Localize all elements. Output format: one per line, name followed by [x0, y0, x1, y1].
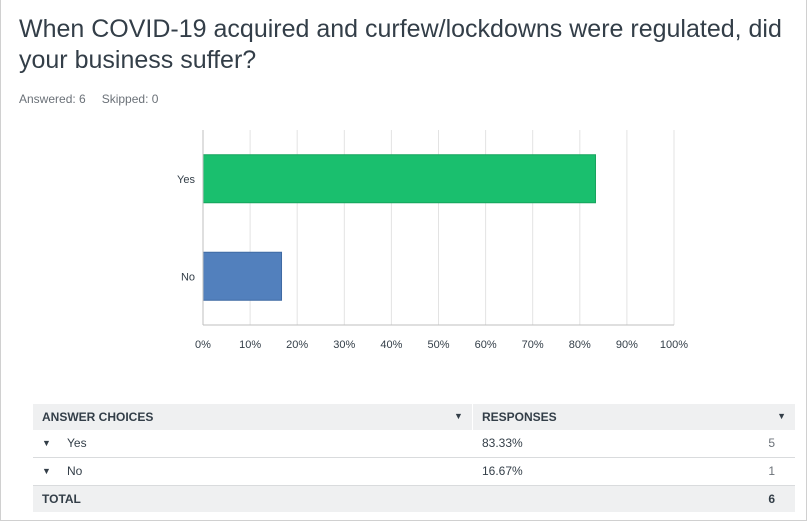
- y-category-label: No: [181, 271, 195, 283]
- sort-caret-down-icon[interactable]: ▼: [777, 411, 786, 421]
- x-tick-label: 80%: [569, 339, 591, 351]
- skipped-count: Skipped: 0: [101, 92, 159, 106]
- x-tick-label: 70%: [522, 339, 544, 351]
- header-answer-choices[interactable]: ANSWER CHOICES: [42, 410, 154, 424]
- table-header: ANSWER CHOICES ▼ RESPONSES ▼: [33, 404, 795, 430]
- table-row: ▼ Yes 83.33% 5: [33, 430, 795, 458]
- response-summary: Answered: 6 Skipped: 0: [19, 92, 158, 106]
- expand-caret-down-icon[interactable]: ▼: [42, 438, 51, 448]
- x-tick-label: 50%: [427, 339, 449, 351]
- x-tick-label: 100%: [660, 339, 688, 351]
- answered-count: Answered: 6: [19, 92, 86, 106]
- x-tick-label: 60%: [475, 339, 497, 351]
- x-tick-label: 40%: [380, 339, 402, 351]
- y-category-label: Yes: [177, 174, 195, 186]
- total-value: 6: [768, 492, 775, 506]
- x-tick-label: 20%: [286, 339, 308, 351]
- expand-caret-down-icon[interactable]: ▼: [42, 466, 51, 476]
- chart-bars: [202, 154, 596, 301]
- x-tick-label: 30%: [333, 339, 355, 351]
- sort-caret-down-icon[interactable]: ▼: [454, 411, 463, 421]
- answer-choice-label: No: [67, 464, 83, 478]
- response-count: 5: [768, 436, 775, 450]
- x-tick-label: 0%: [195, 339, 211, 351]
- bar-chart: 0% 10% 20% 30% 40% 50% 60% 70% 80% 90% 100% Yes No: [177, 130, 688, 351]
- response-count: 1: [768, 464, 775, 478]
- x-tick-label: 90%: [616, 339, 638, 351]
- response-percent: 83.33%: [482, 436, 523, 450]
- question-title: When COVID-19 acquired and curfew/lockdo…: [19, 15, 782, 74]
- header-responses[interactable]: RESPONSES: [482, 410, 557, 424]
- x-tick-label: 10%: [239, 339, 261, 351]
- answer-choice-label: Yes: [67, 436, 87, 450]
- table-total-row: TOTAL 6: [33, 486, 795, 512]
- chart-axes: 0% 10% 20% 30% 40% 50% 60% 70% 80% 90% 100% Yes No: [177, 130, 688, 351]
- bar-yes[interactable]: [202, 154, 596, 204]
- bar-no[interactable]: [202, 251, 283, 301]
- response-percent: 16.67%: [482, 464, 523, 478]
- total-label: TOTAL: [42, 492, 81, 506]
- responses-table: ANSWER CHOICES ▼ RESPONSES ▼ ▼ Yes 83.33…: [33, 404, 795, 512]
- table-row: ▼ No 16.67% 1: [33, 458, 795, 486]
